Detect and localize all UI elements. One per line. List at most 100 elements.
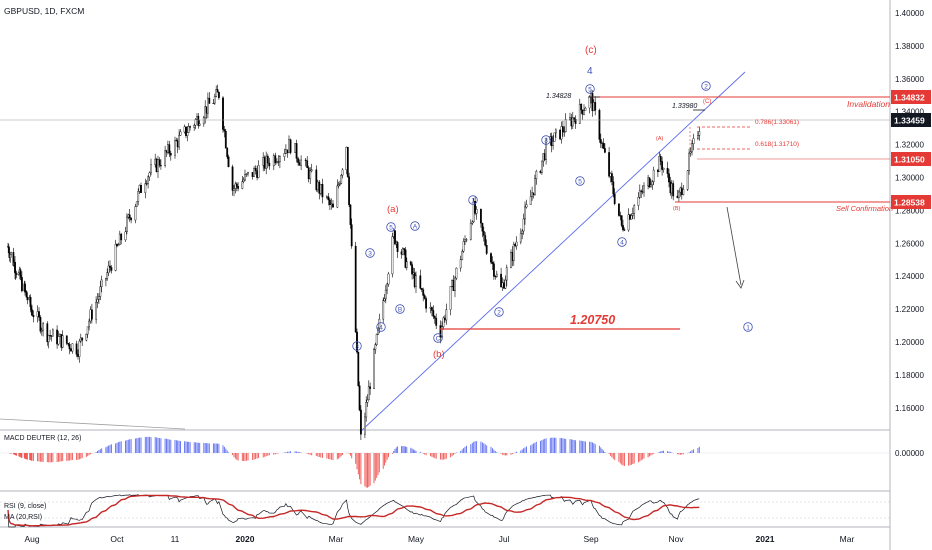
price-tag-label: 1.33459 <box>894 116 925 126</box>
candle-body <box>521 230 524 234</box>
wave-b-label: (b) <box>433 349 445 360</box>
candle-body <box>512 244 515 261</box>
candle-body <box>678 191 680 198</box>
candle-body <box>658 156 661 173</box>
candle-body <box>186 132 189 136</box>
candle-body <box>88 320 91 328</box>
price-tick-label: 1.30000 <box>895 174 924 183</box>
candle-body <box>118 233 121 246</box>
candle-body <box>570 117 573 127</box>
candle-body <box>485 244 488 254</box>
candle-body <box>475 208 478 214</box>
candle-body <box>369 386 371 389</box>
candle-body <box>647 177 650 187</box>
candle-body <box>183 126 186 133</box>
candle-body <box>637 196 640 206</box>
candle-body <box>288 139 290 154</box>
candle-body <box>336 185 339 208</box>
old-trendline[interactable] <box>0 418 186 430</box>
time-tick-label: Aug <box>24 534 39 544</box>
candle-body <box>666 167 669 174</box>
time-tick-label: 2021 <box>756 534 775 544</box>
rsi-pane[interactable] <box>0 494 890 528</box>
candle-body <box>373 349 375 389</box>
candle-body <box>657 169 659 173</box>
candle-body <box>435 318 438 326</box>
candle-body <box>81 337 84 341</box>
candle-body <box>555 129 557 134</box>
candle-body <box>581 109 584 115</box>
candle-body <box>599 139 602 144</box>
candle-body <box>611 173 613 182</box>
candle-body <box>630 215 633 220</box>
candle-body <box>689 151 692 154</box>
candle-body <box>524 206 526 220</box>
candle-body <box>604 148 606 153</box>
candle-body <box>340 174 343 184</box>
candle-body <box>124 231 127 241</box>
candle-body <box>117 244 120 247</box>
candle-body <box>535 170 538 179</box>
candle-body <box>106 272 109 279</box>
candle-body <box>277 161 280 163</box>
candle-body <box>367 386 370 401</box>
candle-body <box>500 273 502 288</box>
price-tag <box>891 195 931 209</box>
candle-body <box>462 241 465 252</box>
candle-body <box>168 144 171 154</box>
price-tick-label: 1.32000 <box>895 141 924 150</box>
wave-circle <box>433 333 443 343</box>
candle-body <box>608 152 611 177</box>
macd-histogram[interactable] <box>0 436 890 488</box>
candle-body <box>444 317 446 321</box>
candle-body <box>100 279 103 287</box>
candle-body <box>384 289 387 300</box>
candle-body <box>354 245 357 333</box>
candle-body <box>49 335 52 337</box>
candle-body <box>491 261 494 264</box>
candle-body <box>504 279 507 289</box>
candle-body <box>452 280 455 291</box>
rising-trendline[interactable] <box>359 71 746 433</box>
price-axis[interactable]: 1.40000 1.38000 1.36000 1.34000 1.32000 1.300… <box>895 9 924 413</box>
price-tags: 1.34832 1.33459 1.31050 1.28538 <box>891 90 931 209</box>
candle-body <box>629 214 631 220</box>
candle-body <box>339 183 341 185</box>
candle-body <box>539 170 542 173</box>
candle-body <box>425 298 427 309</box>
candle-body <box>346 146 349 177</box>
candle-body <box>420 288 423 290</box>
sell-confirmation-label: Sell Confirmation <box>836 204 893 213</box>
candle-body <box>137 191 140 202</box>
candle-body <box>226 147 229 157</box>
candle-body <box>283 153 286 157</box>
candle-body <box>411 264 413 275</box>
candle-body <box>257 164 260 178</box>
wave-circle-label: B <box>398 306 402 313</box>
price-tick-label: 1.28000 <box>895 206 924 215</box>
candle-body <box>144 183 147 193</box>
candle-body <box>47 335 50 343</box>
candle-body <box>358 385 361 411</box>
wave-circle-label: 5 <box>578 178 582 185</box>
wave-count-labels[interactable]: 2 5 3 4 5 B A C 1 3 2 5 3 4 1 <box>352 81 753 351</box>
candle-body <box>505 267 508 281</box>
candle-body <box>61 335 64 348</box>
candle-body <box>86 326 89 335</box>
candle-body <box>212 102 215 104</box>
candle-body <box>42 323 45 331</box>
candle-body <box>493 263 495 277</box>
candle-body <box>503 282 505 289</box>
candle-body <box>174 140 176 156</box>
time-axis[interactable]: Aug Oct 11 2020 Mar May Jul Sep Nov 2021 Mar <box>24 534 854 544</box>
candle-body <box>166 144 169 153</box>
candle-body <box>668 173 670 183</box>
projection-arrow-line[interactable] <box>726 206 742 286</box>
candle-body <box>449 286 452 310</box>
candle-body <box>564 119 567 133</box>
candle-body <box>349 204 352 225</box>
candle-body <box>552 141 555 146</box>
candlestick-series[interactable] <box>7 84 701 440</box>
candle-body <box>618 203 620 216</box>
